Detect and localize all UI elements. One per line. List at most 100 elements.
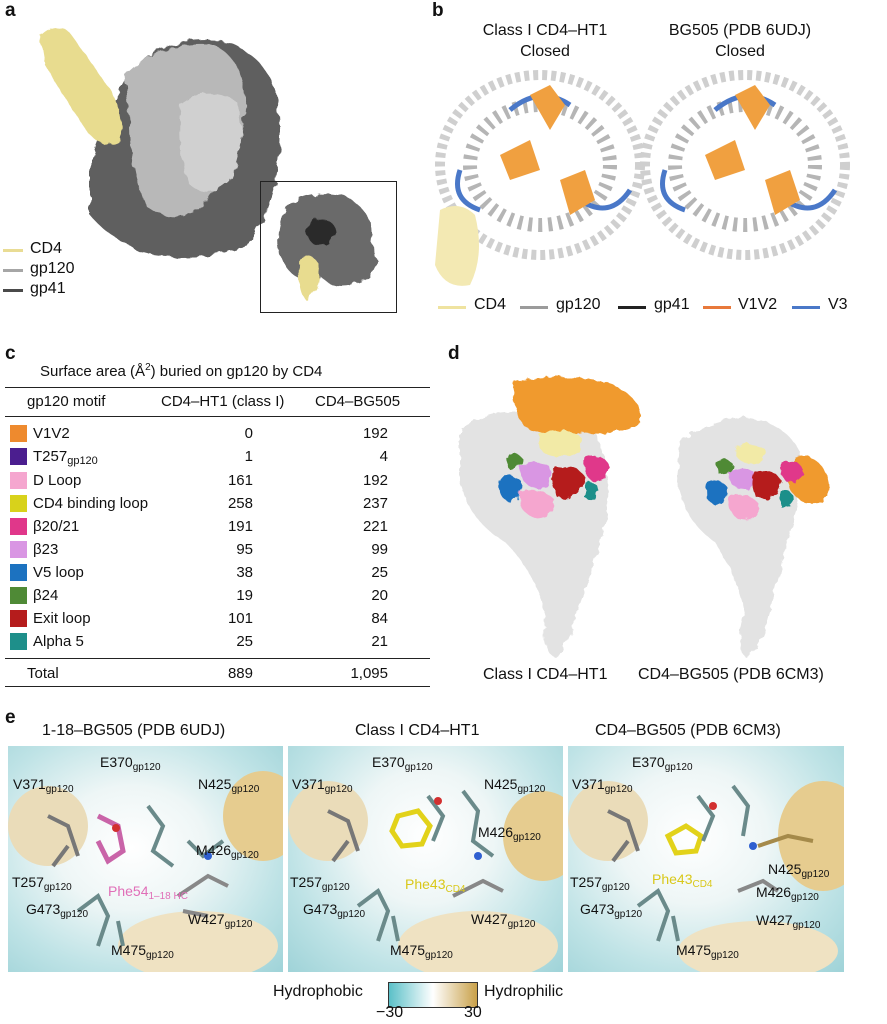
panel-e-label: e bbox=[5, 707, 16, 728]
binding-site-panel-3: V371gp120 E370gp120 N425gp120 M426gp120 … bbox=[568, 746, 844, 972]
panel-b-left-title: Class I CD4–HT1 Closed bbox=[445, 20, 645, 62]
table-row: β20/21 191 221 bbox=[5, 516, 430, 538]
motif-color-swatch bbox=[10, 564, 27, 581]
residue-label-phe43: Phe43CD4 bbox=[405, 876, 466, 895]
legend-label-cd4-b: CD4 bbox=[474, 296, 507, 313]
residue-sticks-2 bbox=[288, 781, 563, 972]
table-header-row: gp120 motif CD4–HT1 (class I) CD4–BG505 bbox=[5, 391, 430, 413]
residue-label-n425: N425gp120 bbox=[768, 861, 830, 880]
motif-color-swatch bbox=[10, 541, 27, 558]
panel-b-right-title-line1: BG505 (PDB 6UDJ) bbox=[668, 22, 812, 39]
legend-swatch-gp41 bbox=[3, 289, 23, 292]
panel-d-right-caption: CD4–BG505 (PDB 6CM3) bbox=[638, 666, 824, 683]
surface-models bbox=[460, 377, 829, 657]
legend-swatch-gp120-b bbox=[520, 306, 548, 309]
table-row: Exit loop 101 84 bbox=[5, 608, 430, 630]
legend-label-v3: V3 bbox=[828, 296, 848, 313]
motif-name: β20/21 bbox=[33, 518, 80, 535]
table-header-rule bbox=[5, 416, 430, 417]
table-title-pre: Surface area (Å bbox=[40, 363, 146, 380]
binding-site-panel-1: V371gp120 E370gp120 N425gp120 M426gp120 … bbox=[8, 746, 283, 972]
motif-name: Alpha 5 bbox=[33, 633, 84, 650]
value-bg505: 21 bbox=[371, 633, 388, 650]
residue-label-g473: G473gp120 bbox=[26, 901, 89, 920]
motif-name: β23 bbox=[33, 541, 59, 558]
residue-sticks-1 bbox=[8, 771, 283, 972]
legend-label-gp120: gp120 bbox=[30, 260, 75, 277]
legend-swatch-v1v2 bbox=[703, 306, 731, 309]
table-total-rule bbox=[5, 658, 430, 659]
motif-name-main: T257 bbox=[33, 448, 68, 465]
legend-item-cd4: CD4 bbox=[3, 240, 143, 262]
residue-label-v371: V371gp120 bbox=[13, 776, 74, 795]
residue-label-e370: E370gp120 bbox=[372, 754, 433, 773]
legend-swatch-v3 bbox=[792, 306, 820, 309]
legend-label-gp120-b: gp120 bbox=[556, 296, 601, 313]
ribbon-structures bbox=[435, 70, 850, 286]
left-surface-model bbox=[460, 377, 641, 657]
residue-label-g473: G473gp120 bbox=[580, 901, 643, 920]
panel-e-title-1: 1-18–BG505 (PDB 6UDJ) bbox=[42, 722, 226, 739]
value-ht1: 95 bbox=[236, 541, 253, 558]
total-bg505: 1,095 bbox=[350, 665, 388, 682]
value-bg505: 99 bbox=[371, 541, 388, 558]
colorbar-right-label: Hydrophilic bbox=[484, 983, 564, 1000]
table-row: β23 95 99 bbox=[5, 539, 430, 561]
right-trimer bbox=[640, 70, 850, 260]
table-title-sup: 2 bbox=[145, 362, 151, 373]
residue-label-m426: M426gp120 bbox=[756, 884, 819, 903]
value-bg505: 192 bbox=[362, 472, 388, 489]
residue-label-w427: W427gp120 bbox=[471, 911, 536, 930]
table-title: Surface area (Å2) buried on gp120 by CD4 bbox=[40, 362, 322, 380]
residue-label-n425: N425gp120 bbox=[198, 776, 260, 795]
motif-color-swatch bbox=[10, 472, 27, 489]
legend-swatch-cd4-b bbox=[438, 306, 466, 309]
panel-b-left-title-line2: Closed bbox=[520, 43, 570, 60]
value-bg505: 221 bbox=[362, 518, 388, 535]
residue-label-t257: T257gp120 bbox=[12, 874, 72, 893]
value-bg505: 84 bbox=[371, 610, 388, 627]
value-ht1: 161 bbox=[227, 472, 253, 489]
residue-label-m426: M426gp120 bbox=[478, 824, 541, 843]
residue-label-n425: N425gp120 bbox=[484, 776, 546, 795]
motif-color-swatch bbox=[10, 518, 27, 535]
panel-e-title-2: Class I CD4–HT1 bbox=[355, 722, 480, 739]
panel-d-left-caption: Class I CD4–HT1 bbox=[483, 666, 608, 683]
table-row: β24 19 20 bbox=[5, 585, 430, 607]
residue-label-g473: G473gp120 bbox=[303, 901, 366, 920]
motif-name: T257gp120 bbox=[33, 448, 98, 467]
table-row: V1V2 0 192 bbox=[5, 423, 430, 445]
residue-label-w427: W427gp120 bbox=[756, 912, 821, 931]
table-bottom-rule bbox=[5, 686, 430, 687]
residue-label-t257: T257gp120 bbox=[570, 874, 630, 893]
cryo-em-density-map bbox=[40, 26, 281, 258]
residue-label-e370: E370gp120 bbox=[632, 754, 693, 773]
motif-name: D Loop bbox=[33, 472, 82, 489]
motif-name: β24 bbox=[33, 587, 59, 604]
residue-label-m475: M475gp120 bbox=[676, 942, 739, 961]
col-header-motif: gp120 motif bbox=[27, 393, 106, 410]
legend-label-cd4: CD4 bbox=[30, 240, 63, 257]
inset-top-view-map bbox=[278, 193, 377, 300]
left-trimer bbox=[435, 70, 645, 286]
value-bg505: 192 bbox=[362, 425, 388, 442]
panel-b-left-title-line1: Class I CD4–HT1 bbox=[482, 22, 608, 39]
residue-sticks-3 bbox=[568, 781, 844, 972]
motif-color-swatch bbox=[10, 587, 27, 604]
hydrophobicity-colorbar bbox=[388, 982, 478, 1008]
inset-box bbox=[260, 181, 397, 313]
table-row: T257gp120 1 4 bbox=[5, 446, 430, 468]
binding-site-panel-2: V371gp120 E370gp120 N425gp120 M426gp120 … bbox=[288, 746, 563, 972]
motif-color-swatch bbox=[10, 495, 27, 512]
right-surface-model bbox=[677, 417, 829, 657]
panel-b-legend: CD4 gp120 gp41 V1V2 V3 bbox=[438, 296, 878, 320]
value-ht1: 19 bbox=[236, 587, 253, 604]
value-ht1: 0 bbox=[244, 425, 253, 442]
panel-c-label: c bbox=[5, 343, 16, 364]
residue-label-w427: W427gp120 bbox=[188, 911, 253, 930]
colorbar-min: −30 bbox=[376, 1004, 404, 1021]
legend-label-v1v2: V1V2 bbox=[738, 296, 778, 313]
panel-b-label: b bbox=[432, 0, 444, 21]
table-row: CD4 binding loop 258 237 bbox=[5, 493, 430, 515]
residue-label-t257: T257gp120 bbox=[290, 874, 350, 893]
